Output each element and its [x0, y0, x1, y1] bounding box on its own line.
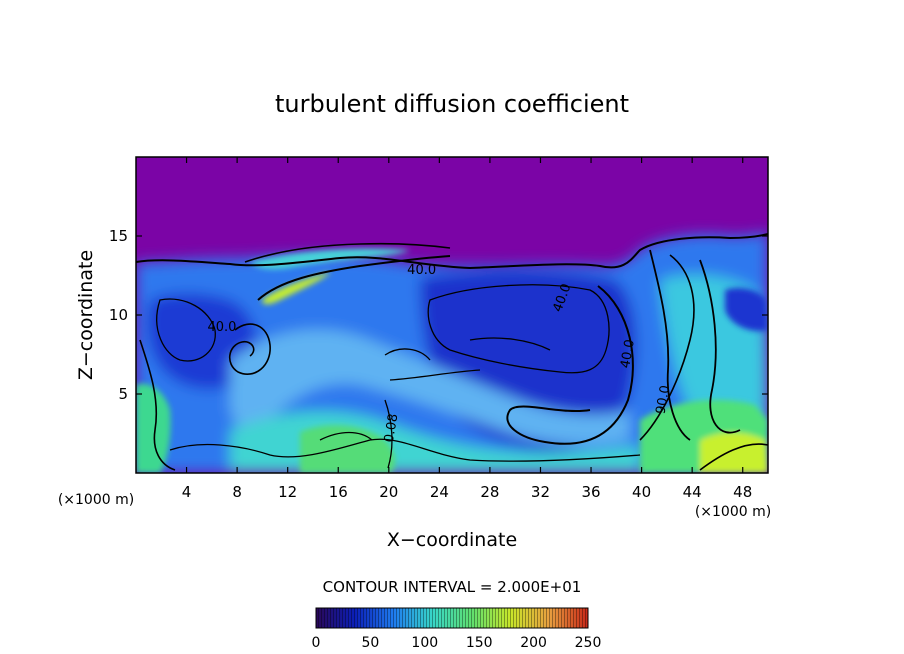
x-axis-title: X−coordinate [387, 529, 517, 551]
x-tick-label: 40 [632, 483, 651, 501]
colorbar-ticks: 0 50 100 150 200 250 [312, 635, 602, 651]
contour-left-edge [139, 339, 176, 471]
colorbar-tick-label: 250 [575, 635, 602, 651]
yellow-upper-filament [262, 272, 330, 305]
x-tick-label: 32 [531, 483, 550, 501]
contour-left-eddy [156, 298, 216, 362]
contour-upper-streak-2 [244, 242, 451, 263]
x-tick-label: 4 [182, 483, 192, 501]
contour-center-drop [319, 399, 393, 469]
x-tick-label: 20 [379, 483, 398, 501]
y-units-label: (×1000 m) [58, 492, 134, 508]
x-tick-label: 12 [278, 483, 297, 501]
light-blue-channel [230, 329, 630, 446]
colorbar-stripes [316, 608, 588, 628]
green-lower-left [300, 425, 395, 473]
chart-title: turbulent diffusion coefficient [275, 90, 629, 118]
yellow-green-corner [700, 432, 768, 473]
contour-label: 40.0 [618, 338, 638, 369]
contour-label: 90.0 [654, 384, 674, 415]
deep-blue-right-top [725, 288, 768, 331]
y-tick-label: 10 [109, 306, 128, 324]
contour-lower-right [639, 254, 768, 471]
contour-lines [136, 233, 768, 471]
contour-right-cell-outer [506, 285, 634, 445]
x-tick-label: 48 [733, 483, 752, 501]
contour-upper-boundary [136, 233, 768, 270]
contour-right-cell [427, 284, 610, 374]
x-tick-label: 16 [329, 483, 348, 501]
contour-right-column [649, 249, 741, 441]
y-tick-label: 5 [118, 385, 128, 403]
colorbar-tick-label: 200 [520, 635, 547, 651]
colorbar-frame [315, 607, 589, 629]
x-tick-label: 36 [581, 483, 600, 501]
x-tick-label: 8 [232, 483, 242, 501]
colorbar-tick-label: 100 [411, 635, 438, 651]
contour-interval-label: CONTOUR INTERVAL = 2.000E+01 [323, 578, 582, 596]
green-left-edge [136, 383, 171, 473]
y-tick-label: 15 [109, 227, 128, 245]
x-units-label: (×1000 m) [695, 504, 771, 520]
contour-label: 40.0 [407, 263, 436, 278]
x-tick-label: 24 [430, 483, 449, 501]
contour-spiral [229, 323, 271, 375]
contour-upper-streak-1 [257, 255, 451, 301]
y-axis-ticks: 5 10 15 [109, 227, 768, 403]
colorbar: 0 50 100 150 200 250 [312, 607, 602, 651]
x-tick-label: 44 [683, 483, 702, 501]
y-axis-title: Z−coordinate [75, 250, 97, 380]
colorbar-tick-label: 0 [312, 635, 321, 651]
x-axis-ticks: 4 8 12 16 20 24 28 32 36 40 44 48 [182, 157, 752, 501]
contour-label: 40.0 [207, 320, 236, 335]
colorbar-tick-label: 50 [361, 635, 379, 651]
x-tick-label: 28 [480, 483, 499, 501]
contour-mid-streak [384, 337, 551, 381]
colorbar-tick-label: 150 [466, 635, 493, 651]
deep-blue-upper-left [147, 293, 258, 390]
contour-lower-band [169, 438, 641, 462]
contour-label: 0.08 [382, 413, 402, 444]
